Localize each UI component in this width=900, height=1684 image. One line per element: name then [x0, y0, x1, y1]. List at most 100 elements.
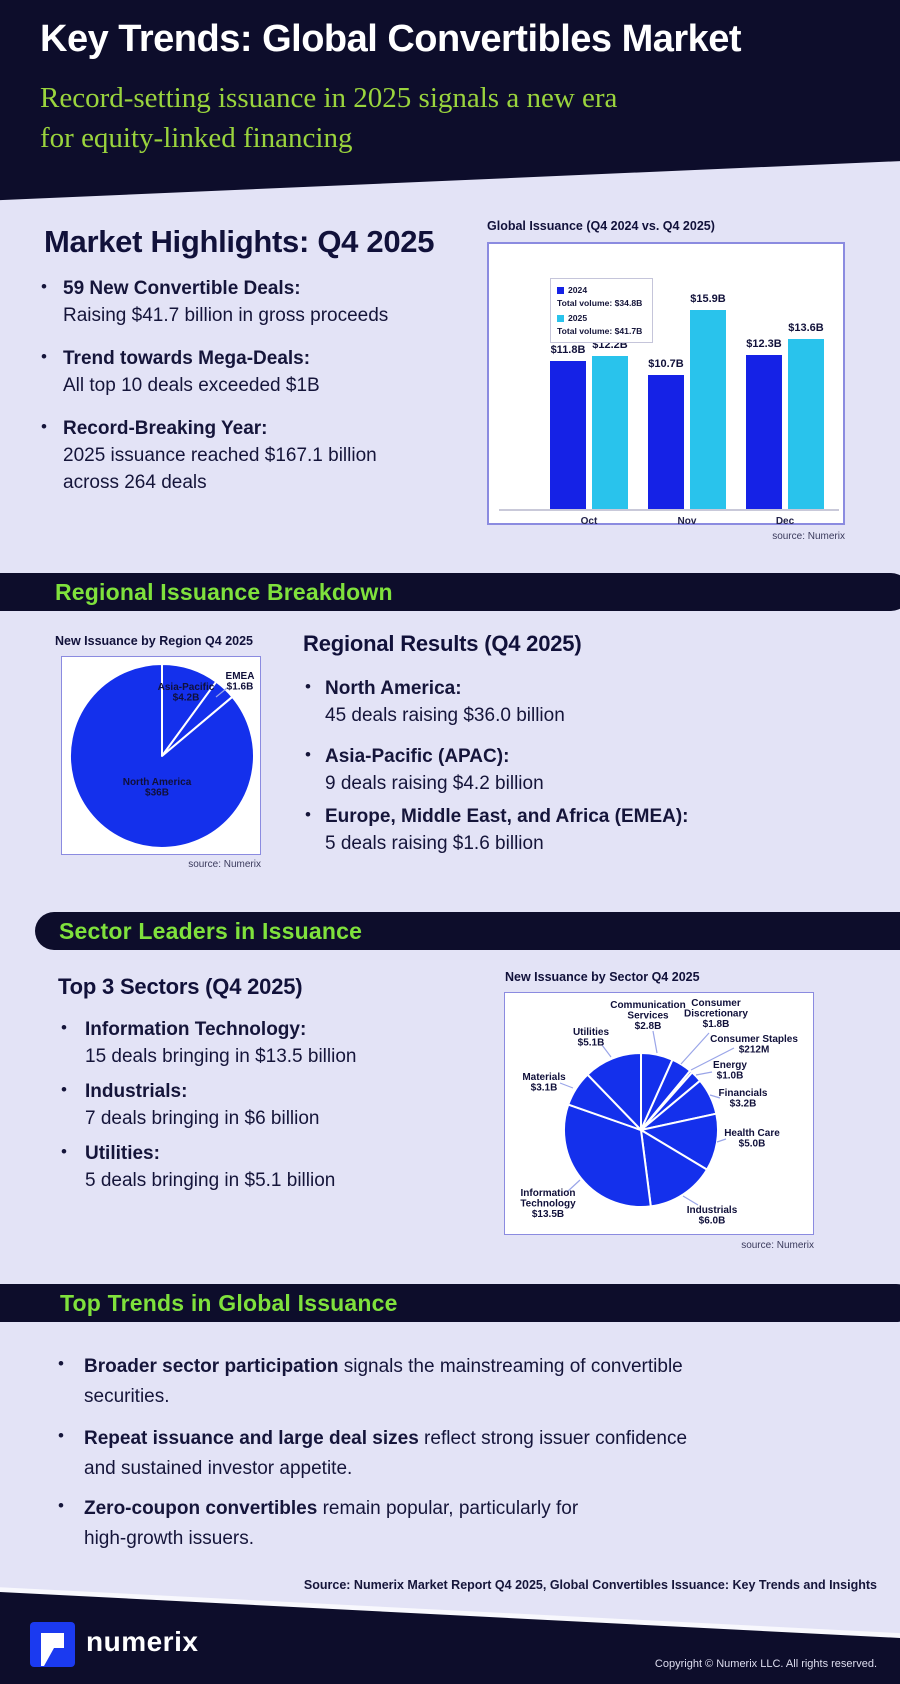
legend-total-2025: Total volume: $41.7B: [557, 326, 643, 336]
pie-label-leader-line: [601, 1044, 612, 1058]
bar-value-label: $10.7B: [648, 358, 684, 370]
legend-item-2024: 2024: [557, 284, 647, 297]
pie-slice-information-technology: [563, 1103, 652, 1208]
numerix-logo-mark: [41, 1633, 64, 1666]
bullet-dot: •: [58, 1426, 64, 1445]
bullet-desc: 5 deals raising $1.6 billion: [325, 833, 544, 854]
bullet-desc: 15 deals bringing in $13.5 billion: [85, 1046, 357, 1067]
pie-label-leader-line: [215, 687, 228, 698]
trend-bullet-3: Zero-coupon convertibles remain popular,…: [84, 1494, 814, 1554]
section-banner-sector: Sector Leaders in Issuance: [35, 912, 900, 950]
bar-2025-Dec: [788, 339, 824, 509]
bullet-label: Asia-Pacific (APAC):: [325, 746, 510, 767]
bullet-dot: •: [61, 1018, 67, 1037]
subtitle-line-1: Record-setting issuance in 2025 signals …: [40, 82, 618, 114]
x-tick-label: Nov: [677, 516, 697, 527]
bullet-dot: •: [305, 805, 311, 824]
banner-label: Top Trends in Global Issuance: [60, 1289, 398, 1316]
bullet-dot: •: [41, 417, 47, 436]
legend-label-2024: 2024: [568, 285, 588, 295]
pie-label-leader-line: [559, 1082, 574, 1089]
legend-item-2025: 2025: [557, 312, 647, 325]
pie-label-leader-line: [695, 1071, 713, 1076]
bar-chart-title: Global Issuance (Q4 2024 vs. Q4 2025): [487, 219, 715, 233]
sector-pie-source: source: Numerix: [741, 1240, 814, 1251]
bullet-rest: reflect strong issuer confidence: [418, 1428, 688, 1449]
header-banner: Key Trends: Global Convertibles Market R…: [0, 0, 900, 201]
bullet-desc: 2025 issuance reached $167.1 billion: [63, 445, 377, 466]
region-pie-chart: Asia-Pacific $4.2B EMEA $1.6B North America $…: [61, 656, 261, 855]
page-title: Key Trends: Global Convertibles Market: [40, 18, 742, 60]
pie-label-information-technology: Information Technology $13.5B: [520, 1188, 576, 1220]
sector-bullet-1: Information Technology: 15 deals bringin…: [85, 1016, 465, 1070]
bullet-dot: •: [58, 1354, 64, 1373]
bullet-dot: •: [41, 277, 47, 296]
highlight-bullet-3: Record-Breaking Year: 2025 issuance reac…: [63, 415, 463, 496]
pie-label-asia-pacific: Asia-Pacific $4.2B: [158, 682, 215, 704]
region-pie-svg: Asia-Pacific $4.2B EMEA $1.6B North America $…: [69, 662, 255, 849]
bar-2025-Oct: [592, 356, 628, 509]
pie-label-leader-line: [709, 1094, 721, 1099]
bullet-rest: remain popular, particularly for: [317, 1498, 579, 1519]
regional-bullet-1: North America: 45 deals raising $36.0 bi…: [325, 675, 885, 729]
bullet-desc: Raising $41.7 billion in gross proceeds: [63, 305, 389, 326]
pie-label-emea: EMEA $1.6B: [226, 671, 255, 693]
bullet-desc: 45 deals raising $36.0 billion: [325, 705, 565, 726]
copyright-text: Copyright © Numerix LLC. All rights rese…: [654, 1658, 877, 1670]
page-subtitle: Record-setting issuance in 2025 signals …: [40, 78, 617, 158]
pie-label-leader-line: [716, 1138, 727, 1143]
bullet-desc: 5 deals bringing in $5.1 billion: [85, 1170, 336, 1191]
x-tick-label: Dec: [775, 516, 795, 527]
bullet-label: Industrials:: [85, 1081, 188, 1102]
pie-label-utilities: Utilities $5.1B: [573, 1027, 610, 1049]
bullet-desc: All top 10 deals exceeded $1B: [63, 375, 320, 396]
trend-bullet-2: Repeat issuance and large deal sizes ref…: [84, 1424, 814, 1484]
bullet-dot: •: [58, 1496, 64, 1515]
bullet-bold: Repeat issuance and large deal sizes: [84, 1428, 419, 1449]
pie-label-leader-line: [682, 1195, 699, 1206]
bullet-label: Record-Breaking Year:: [63, 418, 268, 439]
pie-label-leader-line: [566, 1179, 581, 1193]
bar-value-label: $13.6B: [788, 322, 824, 334]
bar-value-label: $11.8B: [550, 344, 586, 356]
region-pie-source: source: Numerix: [188, 859, 261, 870]
legend-swatch-2025: [557, 314, 564, 322]
subtitle-line-2: for equity-linked financing: [40, 122, 353, 155]
bar-2024-Nov: [648, 375, 684, 509]
bullet-label: North America:: [325, 678, 462, 699]
bullet-label: Information Technology:: [85, 1019, 307, 1040]
sector-bullet-2: Industrials: 7 deals bringing in $6 bill…: [85, 1078, 465, 1132]
bar-chart: $11.8B $12.2B Oct $10.7B $15.9B Nov $12.3B $13.…: [487, 242, 845, 527]
bar-chart-plot: $11.8B $12.2B Oct $10.7B $15.9B Nov $12.3B $13.…: [489, 244, 843, 527]
bullet-dot: •: [61, 1080, 67, 1099]
pie-label-leader-line: [680, 1032, 710, 1065]
footer: numerix Copyright © Numerix LLC. All rig…: [0, 1560, 900, 1684]
section-banner-regional: Regional Issuance Breakdown: [0, 573, 900, 611]
bullet-dot: •: [61, 1142, 67, 1161]
pie-label-energy: Energy $1.0B: [713, 1060, 747, 1082]
bullet-rest-2: high-growth issuers.: [84, 1528, 255, 1549]
regional-heading: Regional Results (Q4 2025): [303, 631, 582, 656]
bullet-rest-2: and sustained investor appetite.: [84, 1458, 353, 1479]
banner-label: Sector Leaders in Issuance: [59, 917, 363, 944]
sector-pie-title: New Issuance by Sector Q4 2025: [505, 970, 700, 984]
sector-bullet-3: Utilities: 5 deals bringing in $5.1 bill…: [85, 1140, 465, 1194]
numerix-logo-icon: [30, 1622, 75, 1667]
pie-label-leader-line: [652, 1030, 658, 1054]
sectors-heading: Top 3 Sectors (Q4 2025): [58, 974, 303, 999]
bullet-rest-2: securities.: [84, 1386, 170, 1407]
bar-2024-Oct: [550, 361, 586, 509]
highlight-bullet-2: Trend towards Mega-Deals: All top 10 dea…: [63, 345, 463, 399]
bullet-rest: signals the mainstreaming of convertible: [338, 1356, 683, 1377]
bar-chart-legend: 2024 Total volume: $34.8B 2025 Total vol…: [550, 278, 653, 343]
pie-label-leader-line: [690, 1047, 735, 1071]
bullet-bold: Zero-coupon convertibles: [84, 1498, 318, 1519]
bar-2025-Nov: [690, 310, 726, 509]
numerix-logo-text: numerix: [86, 1626, 199, 1657]
bullet-dot: •: [41, 347, 47, 366]
bullet-bold: Broader sector participation: [84, 1356, 339, 1377]
bar-chart-source: source: Numerix: [772, 531, 845, 542]
legend-swatch-2024: [557, 286, 564, 294]
